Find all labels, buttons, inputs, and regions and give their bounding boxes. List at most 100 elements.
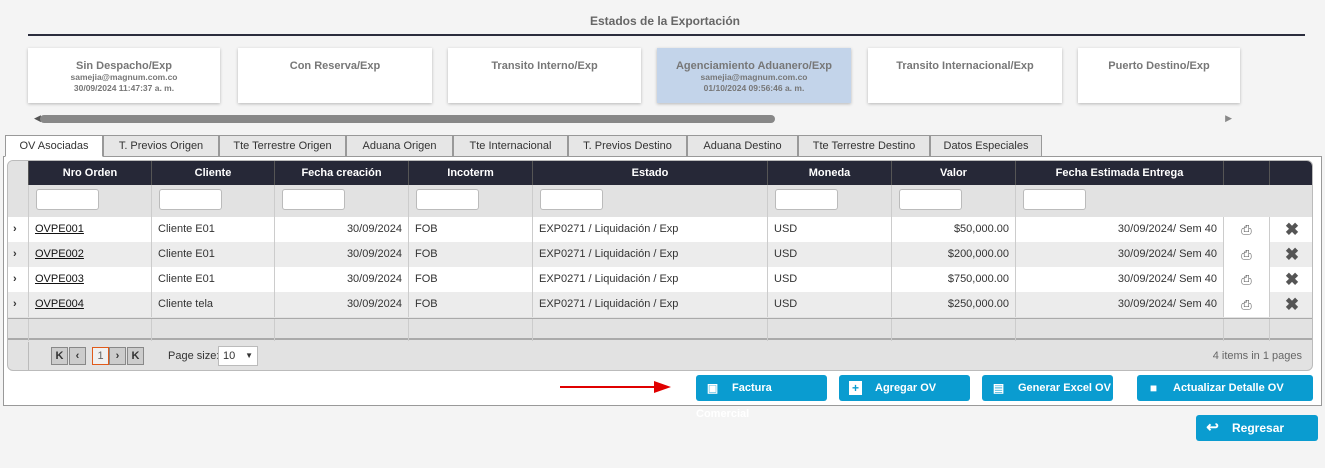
expand-row-icon[interactable]: › [13,273,17,285]
excel-export-icon: ▤ [992,381,1005,395]
cell-7: 30/09/2024/ Sem 40 [1015,292,1223,317]
pager-last-button[interactable]: K [127,347,144,365]
pdf-icon[interactable]: ⎙ [1223,242,1269,267]
column-divider [151,319,152,341]
cell-5: USD [767,242,891,267]
pager-next-button[interactable]: › [109,347,126,365]
pager-current-page[interactable]: 1 [92,347,109,365]
pdf-icon[interactable]: ⎙ [1223,217,1269,242]
tab-1[interactable]: T. Previos Origen [103,135,219,157]
filter-input[interactable] [416,189,479,210]
tab-2[interactable]: Tte Terrestre Origen [219,135,346,157]
tab-6[interactable]: Aduana Destino [687,135,798,157]
expand-row-icon[interactable]: › [13,223,17,235]
column-header[interactable]: Moneda [767,161,891,185]
status-step-card[interactable]: Agenciamiento Aduanero/Exp samejia@magnum… [657,48,851,103]
page-size-select[interactable]: 10 ▼ [218,346,258,366]
order-link[interactable]: OVPE003 [35,273,84,285]
filter-cell [767,185,891,217]
tab-3[interactable]: Aduana Origen [346,135,453,157]
tab-5[interactable]: T. Previos Destino [568,135,687,157]
step-name: Con Reserva/Exp [289,60,381,72]
plus-icon: + [849,381,862,395]
filter-input[interactable] [159,189,222,210]
column-header[interactable]: Cliente [151,161,274,185]
order-link[interactable]: OVPE001 [35,223,84,235]
factura-comercial-button[interactable]: ▣ Factura Comercial [696,375,827,420]
scrollbar-thumb[interactable] [40,115,775,123]
table-row[interactable]: › OVPE001 Cliente E01 30/09/2024 FOB EXP0271 … [8,217,1312,242]
filter-input[interactable] [540,189,603,210]
red-arrow-annotation [560,381,671,393]
generar-excel-button[interactable]: ▤ Generar Excel OV [982,375,1113,401]
column-header[interactable]: Fecha Estimada Entrega [1015,161,1223,185]
ov-grid: Nro Orden Cliente Fecha creación Incoterm Es… [7,160,1313,371]
step-name: Agenciamiento Aduanero/Exp [675,60,833,72]
pager-first-button[interactable]: K [51,347,68,365]
order-link[interactable]: OVPE004 [35,298,84,310]
cell-1: Cliente tela [151,292,274,317]
save-icon: ■ [1149,381,1158,395]
cell-7: 30/09/2024/ Sem 40 [1015,217,1223,242]
tab-0[interactable]: OV Asociadas [5,135,103,157]
pdf-icon[interactable]: ⎙ [1223,292,1269,317]
column-header[interactable]: Incoterm [408,161,532,185]
filter-input[interactable] [36,189,99,210]
status-step-card[interactable]: Puerto Destino/Exp [1078,48,1240,103]
table-row[interactable]: › OVPE004 Cliente tela 30/09/2024 FOB EXP0271… [8,292,1312,317]
page-size-value: 10 [223,350,236,362]
column-header[interactable]: Nro Orden [28,161,151,185]
cell-3: FOB [408,292,532,317]
pdf-icon[interactable]: ⎙ [1223,267,1269,292]
tab-4[interactable]: Tte Internacional [453,135,568,157]
filter-input[interactable] [899,189,962,210]
pager-summary: 4 items in 1 pages [1212,350,1302,362]
cell-2: 30/09/2024 [274,292,408,317]
order-link[interactable]: OVPE002 [35,248,84,260]
delete-icon[interactable]: ✖ [1269,292,1312,317]
cell-4: EXP0271 / Liquidación / Exp [532,292,767,317]
filter-input[interactable] [775,189,838,210]
status-step-card[interactable]: Transito Interno/Exp [448,48,641,103]
status-step-card[interactable]: Sin Despacho/Exp samejia@magnum.com.co 30/… [28,48,220,103]
cell-7: 30/09/2024/ Sem 40 [1015,267,1223,292]
delete-icon[interactable]: ✖ [1269,267,1312,292]
cell-2: 30/09/2024 [274,267,408,292]
scroll-left-icon[interactable]: ◀ [34,113,41,123]
page-title: Estados de la Exportación [589,14,741,28]
expand-row-icon[interactable]: › [13,298,17,310]
empty-row [8,318,1312,341]
column-header[interactable]: Valor [891,161,1015,185]
cell-6: $750,000.00 [891,267,1015,292]
pager-prev-button[interactable]: ‹ [69,347,86,365]
delete-icon[interactable]: ✖ [1269,242,1312,267]
column-divider [532,319,533,341]
column-header-pdf [1223,161,1269,185]
status-step-card[interactable]: Con Reserva/Exp [238,48,432,103]
status-step-card[interactable]: Transito Internacional/Exp [868,48,1062,103]
cell-6: $50,000.00 [891,217,1015,242]
expand-row-icon[interactable]: › [13,248,17,260]
actualizar-detalle-button[interactable]: ■ Actualizar Detalle OV [1137,375,1313,401]
tab-7[interactable]: Tte Terrestre Destino [798,135,930,157]
cell-6: $200,000.00 [891,242,1015,267]
column-header[interactable]: Estado [532,161,767,185]
column-header[interactable]: Fecha creación [274,161,408,185]
filter-input[interactable] [1023,189,1086,210]
scroll-right-icon[interactable]: ▶ [1225,113,1232,123]
tab-8[interactable]: Datos Especiales [930,135,1042,157]
cell-2: 30/09/2024 [274,242,408,267]
step-name: Puerto Destino/Exp [1108,60,1210,72]
pdf-file-icon: ▣ [706,381,719,395]
regresar-button[interactable]: ↩ Regresar [1196,415,1318,441]
table-row[interactable]: › OVPE002 Cliente E01 30/09/2024 FOB EXP0271 … [8,242,1312,267]
agregar-ov-button[interactable]: + Agregar OV [839,375,970,401]
divider [28,34,1305,36]
table-row[interactable]: › OVPE003 Cliente E01 30/09/2024 FOB EXP0271 … [8,267,1312,292]
column-divider [1269,319,1270,341]
steps-scrollbar[interactable]: ◀ ▶ [28,113,1240,125]
filter-input[interactable] [282,189,345,210]
delete-icon[interactable]: ✖ [1269,217,1312,242]
reply-arrow-icon: ↩ [1206,419,1219,436]
cell-2: 30/09/2024 [274,217,408,242]
